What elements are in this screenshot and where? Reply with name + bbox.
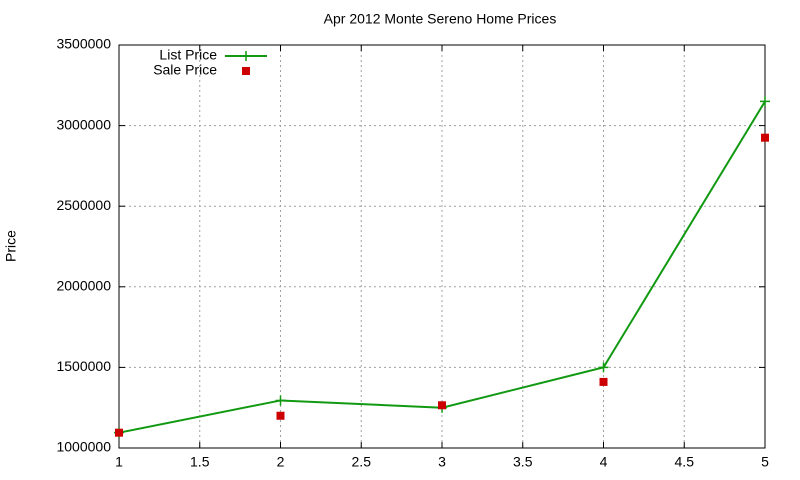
legend-label: Sale Price (153, 62, 217, 78)
point (275, 395, 286, 406)
point (598, 362, 609, 373)
y-tick-label: 1000000 (56, 439, 111, 455)
y-tick-label: 3000000 (56, 116, 111, 132)
x-tick-label: 4 (600, 454, 608, 470)
point (276, 411, 285, 420)
legend-label: List Price (159, 47, 217, 63)
point (438, 401, 446, 410)
y-tick-label: 2000000 (56, 278, 111, 294)
y-axis-label: Price (3, 230, 19, 262)
legend-marker (241, 51, 251, 61)
x-tick-label: 4.5 (675, 454, 695, 470)
x-tick-label: 3.5 (513, 454, 533, 470)
x-tick-label: 2 (277, 454, 285, 470)
x-tick-label: 1 (115, 454, 123, 470)
plot-border (118, 44, 766, 449)
y-tick-label: 3500000 (56, 36, 111, 52)
y-tick-label: 2500000 (56, 197, 111, 213)
x-tick-label: 2.5 (352, 454, 372, 470)
point (761, 133, 769, 142)
point (760, 96, 770, 107)
x-tick-label: 1.5 (190, 454, 210, 470)
y-tick-label: 1500000 (56, 358, 111, 374)
point (599, 377, 608, 386)
point (115, 428, 123, 437)
x-tick-label: 3 (438, 454, 446, 470)
chart-title: Apr 2012 Monte Sereno Home Prices (324, 11, 557, 27)
legend-marker (242, 67, 250, 75)
x-tick-label: 5 (761, 454, 769, 470)
